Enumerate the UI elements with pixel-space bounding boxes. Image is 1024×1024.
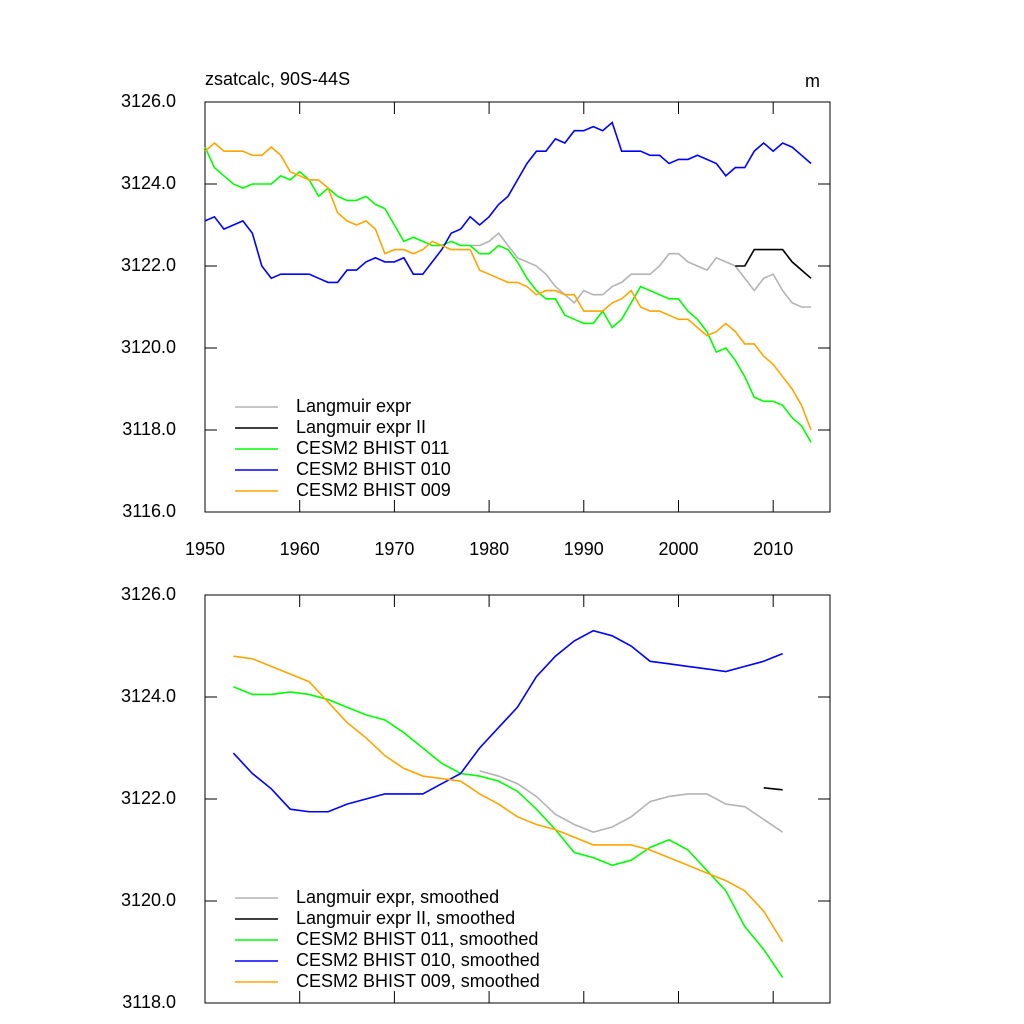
units-label: m — [805, 71, 820, 91]
data-line — [735, 248, 812, 279]
y-tick-label: 3118.0 — [122, 992, 176, 1012]
x-tick-label: 1960 — [280, 539, 320, 559]
y-tick-label: 3116.0 — [122, 501, 176, 521]
data-line — [470, 232, 812, 308]
legend-label: Langmuir expr — [296, 396, 411, 416]
plot: 3118.0 3120.0 3122.0 3124.0 3126.0 Langmuir e… — [121, 584, 831, 1012]
plot: zsatcalc, 90S-44S m 3116.0 3118.0 3120.0 3122… — [121, 69, 831, 559]
y-tick-label: 3122.0 — [121, 255, 176, 275]
y-tick-label: 3124.0 — [121, 173, 176, 193]
data-line — [479, 770, 784, 833]
legend-label: CESM2 BHIST 009 — [296, 480, 451, 500]
legend-label: Langmuir expr II — [296, 417, 426, 437]
legend-label: Langmuir expr II, smoothed — [296, 908, 515, 928]
legend-label: CESM2 BHIST 009, smoothed — [296, 971, 540, 991]
data-line — [763, 786, 783, 791]
y-tick-label: 3120.0 — [121, 890, 176, 910]
x-tick-label: 1980 — [469, 539, 509, 559]
legend-label: CESM2 BHIST 011 — [296, 438, 449, 458]
data-line — [204, 141, 812, 431]
x-tick-label: 1990 — [564, 539, 604, 559]
data-line — [204, 146, 812, 443]
plot-frame — [204, 101, 831, 513]
data-line — [233, 655, 784, 943]
y-tick-label: 3122.0 — [121, 788, 176, 808]
y-tick-label: 3126.0 — [121, 91, 176, 111]
y-tick-label: 3120.0 — [121, 337, 176, 357]
legend-label: Langmuir expr, smoothed — [296, 887, 499, 907]
legend-label: CESM2 BHIST 011, smoothed — [296, 929, 538, 949]
data-line — [232, 629, 783, 813]
y-tick-label: 3126.0 — [121, 584, 176, 604]
x-tick-label: 2010 — [753, 539, 793, 559]
legend-label: CESM2 BHIST 010 — [296, 459, 451, 479]
x-tick-label: 1970 — [374, 539, 414, 559]
data-line — [204, 121, 812, 284]
y-tick-label: 3118.0 — [122, 419, 176, 439]
x-tick-label: 1950 — [185, 539, 225, 559]
x-tick-label: 2000 — [658, 539, 698, 559]
legend-label: CESM2 BHIST 010, smoothed — [296, 950, 540, 970]
y-tick-label: 3124.0 — [121, 686, 176, 706]
chart-title: zsatcalc, 90S-44S — [205, 69, 350, 89]
